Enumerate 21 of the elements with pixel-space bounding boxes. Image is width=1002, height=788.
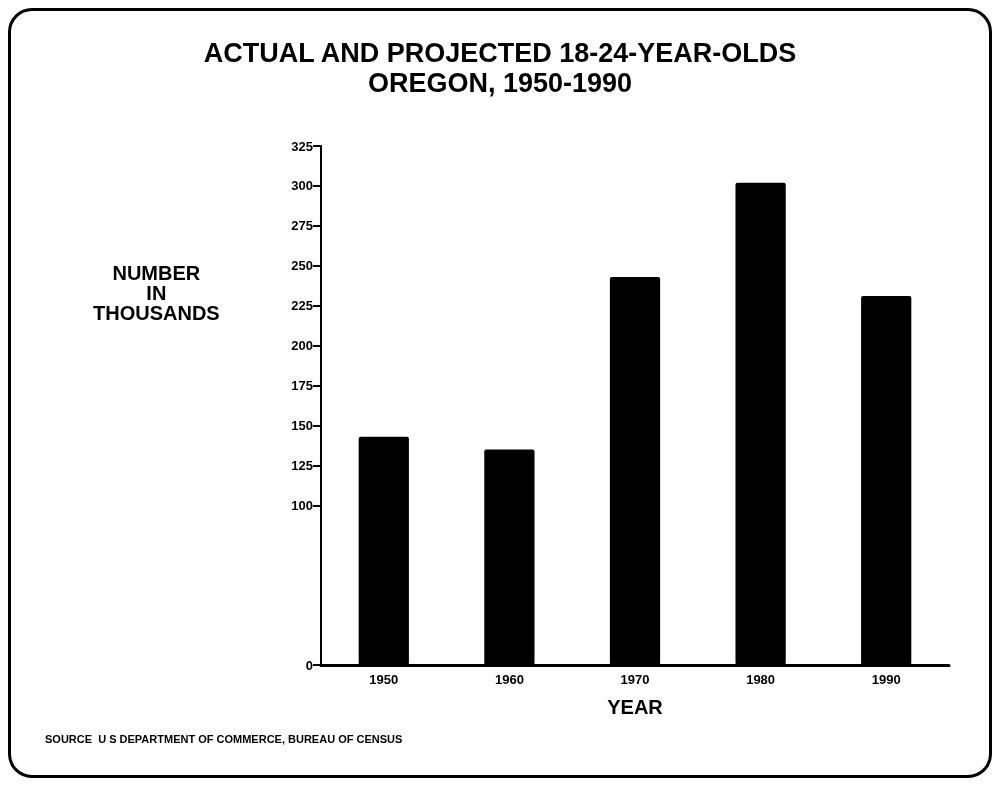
chart-title: ACTUAL AND PROJECTED 18-24-YEAR-OLDS xyxy=(203,38,797,68)
y-axis-title: NUMBER IN THOUSANDS xyxy=(93,262,220,324)
y-tick-label: 275 xyxy=(291,218,313,234)
y-tick-label: 150 xyxy=(291,417,313,433)
chart-subtitle: OREGON, 1950-1990 xyxy=(367,68,633,98)
y-tick-label: 225 xyxy=(291,298,313,314)
x-tick-label: 1990 xyxy=(871,672,901,687)
y-tick-label: 250 xyxy=(291,258,313,274)
y-tick-label: 100 xyxy=(291,497,313,513)
y-tick-label: 200 xyxy=(291,338,313,354)
x-axis-title: YEAR xyxy=(607,696,664,718)
x-tick-label: 1970 xyxy=(620,672,650,687)
y-tick-label: 325 xyxy=(291,138,313,154)
y-tick-label: 300 xyxy=(291,178,313,194)
y-tick-label: 125 xyxy=(291,457,313,473)
x-tick-label: 1960 xyxy=(494,672,524,687)
x-tick-label: 1950 xyxy=(369,672,399,687)
y-tick-label: 175 xyxy=(291,378,313,394)
y-tick-label: 0 xyxy=(305,657,313,673)
x-tick-label: 1980 xyxy=(746,672,776,687)
source-note: SOURCE U S DEPARTMENT OF COMMERCE, BUREAU OF CENSUS xyxy=(45,732,403,745)
